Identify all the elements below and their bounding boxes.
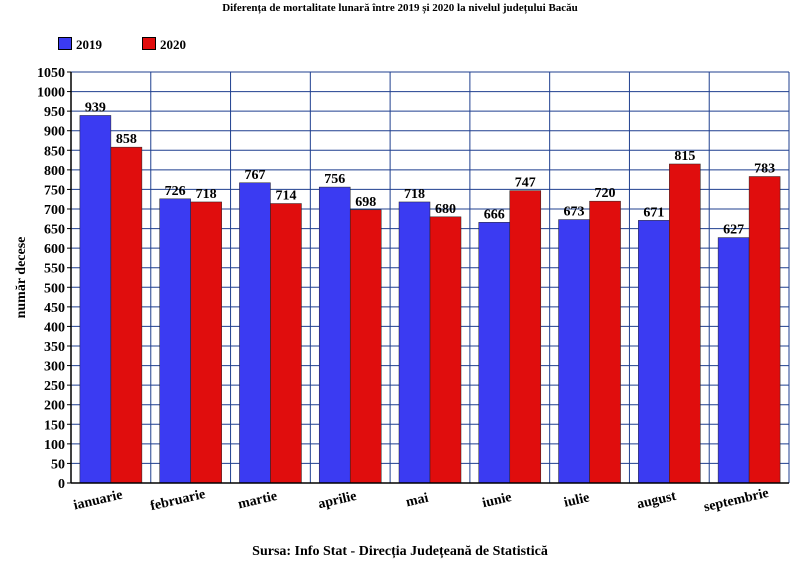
y-tick-label: 750 [44, 183, 65, 198]
y-tick-label: 0 [58, 477, 65, 492]
x-tick-label: iulie [563, 490, 591, 510]
chart-title: Diferența de mortalitate lunară între 20… [222, 2, 578, 14]
data-label: 718 [196, 187, 217, 202]
legend-label-2019: 2019 [76, 37, 102, 52]
source-note: Sursa: Info Stat - Direcția Județeană de… [252, 544, 548, 559]
y-tick-label: 50 [51, 457, 65, 472]
y-tick-label: 1000 [37, 86, 65, 101]
y-tick-label: 950 [44, 105, 65, 120]
bar-2019-august [638, 220, 670, 484]
bar-2019-martie [239, 182, 271, 484]
x-tick-label: mai [405, 491, 430, 511]
data-label: 680 [435, 202, 456, 217]
x-tick-label: martie [237, 489, 279, 513]
data-label: 718 [404, 187, 425, 202]
data-label: 698 [355, 195, 376, 210]
bar-2019-aprilie [318, 186, 351, 484]
legend-label-2020: 2020 [160, 37, 186, 52]
x-tick-label: iunie [481, 490, 513, 511]
bar-2019-iulie [558, 219, 590, 484]
y-tick-label: 1050 [37, 66, 65, 81]
data-label: 671 [643, 205, 664, 220]
y-tick-label: 600 [44, 242, 65, 257]
legend-swatch-2019 [58, 37, 72, 50]
bar-2020-aprilie [349, 209, 382, 484]
data-label: 815 [674, 149, 695, 164]
y-tick-label: 400 [44, 320, 65, 335]
y-tick-label: 300 [44, 360, 65, 375]
y-tick-label: 450 [44, 301, 65, 316]
data-label: 726 [165, 184, 186, 199]
bar-2019-iunie [478, 222, 511, 484]
x-tick-label: februarie [149, 487, 207, 514]
bar-2019-februarie [159, 198, 191, 484]
x-tick-label: august [636, 489, 678, 513]
x-tick-label: aprilie [317, 489, 358, 512]
y-tick-label: 350 [44, 340, 65, 355]
data-label: 939 [85, 100, 106, 115]
x-tick-label: ianuarie [72, 488, 124, 514]
bar-2020-martie [270, 203, 302, 484]
y-tick-label: 650 [44, 223, 65, 238]
bar-2020-iunie [509, 190, 542, 484]
x-tick-label: septembrie [702, 486, 770, 515]
y-tick-label: 250 [44, 379, 65, 394]
bar-2019-mai [398, 201, 431, 484]
y-tick-label: 500 [44, 281, 65, 296]
y-tick-label: 900 [44, 125, 65, 140]
bar-2020-mai [429, 216, 462, 484]
bar-2020-ianuarie [110, 146, 143, 484]
legend-item-2020: 2020 [142, 37, 186, 53]
data-label: 666 [484, 207, 505, 222]
data-label: 858 [116, 132, 137, 147]
y-axis-title: număr decese [14, 237, 29, 319]
bar-2020-iulie [589, 200, 621, 484]
legend-swatch-2020 [142, 37, 156, 50]
bar-2019-septembrie [717, 237, 750, 484]
y-tick-label: 800 [44, 164, 65, 179]
bar-2020-august [669, 163, 701, 484]
bar-2020-septembrie [748, 176, 781, 484]
bar-2019-ianuarie [79, 115, 112, 484]
bar-2020-februarie [190, 201, 222, 484]
data-label: 756 [324, 172, 345, 187]
legend-item-2019: 2019 [58, 37, 102, 53]
y-tick-label: 700 [44, 203, 65, 218]
data-label: 783 [754, 162, 775, 177]
y-tick-label: 100 [44, 438, 65, 453]
y-tick-label: 550 [44, 262, 65, 277]
data-label: 747 [515, 176, 536, 191]
y-tick-label: 150 [44, 418, 65, 433]
y-tick-label: 200 [44, 399, 65, 414]
y-tick-label: 850 [44, 144, 65, 159]
data-label: 720 [595, 186, 616, 201]
data-label: 714 [275, 189, 296, 204]
data-label: 627 [723, 223, 744, 238]
data-label: 673 [564, 205, 585, 220]
data-label: 767 [244, 168, 265, 183]
